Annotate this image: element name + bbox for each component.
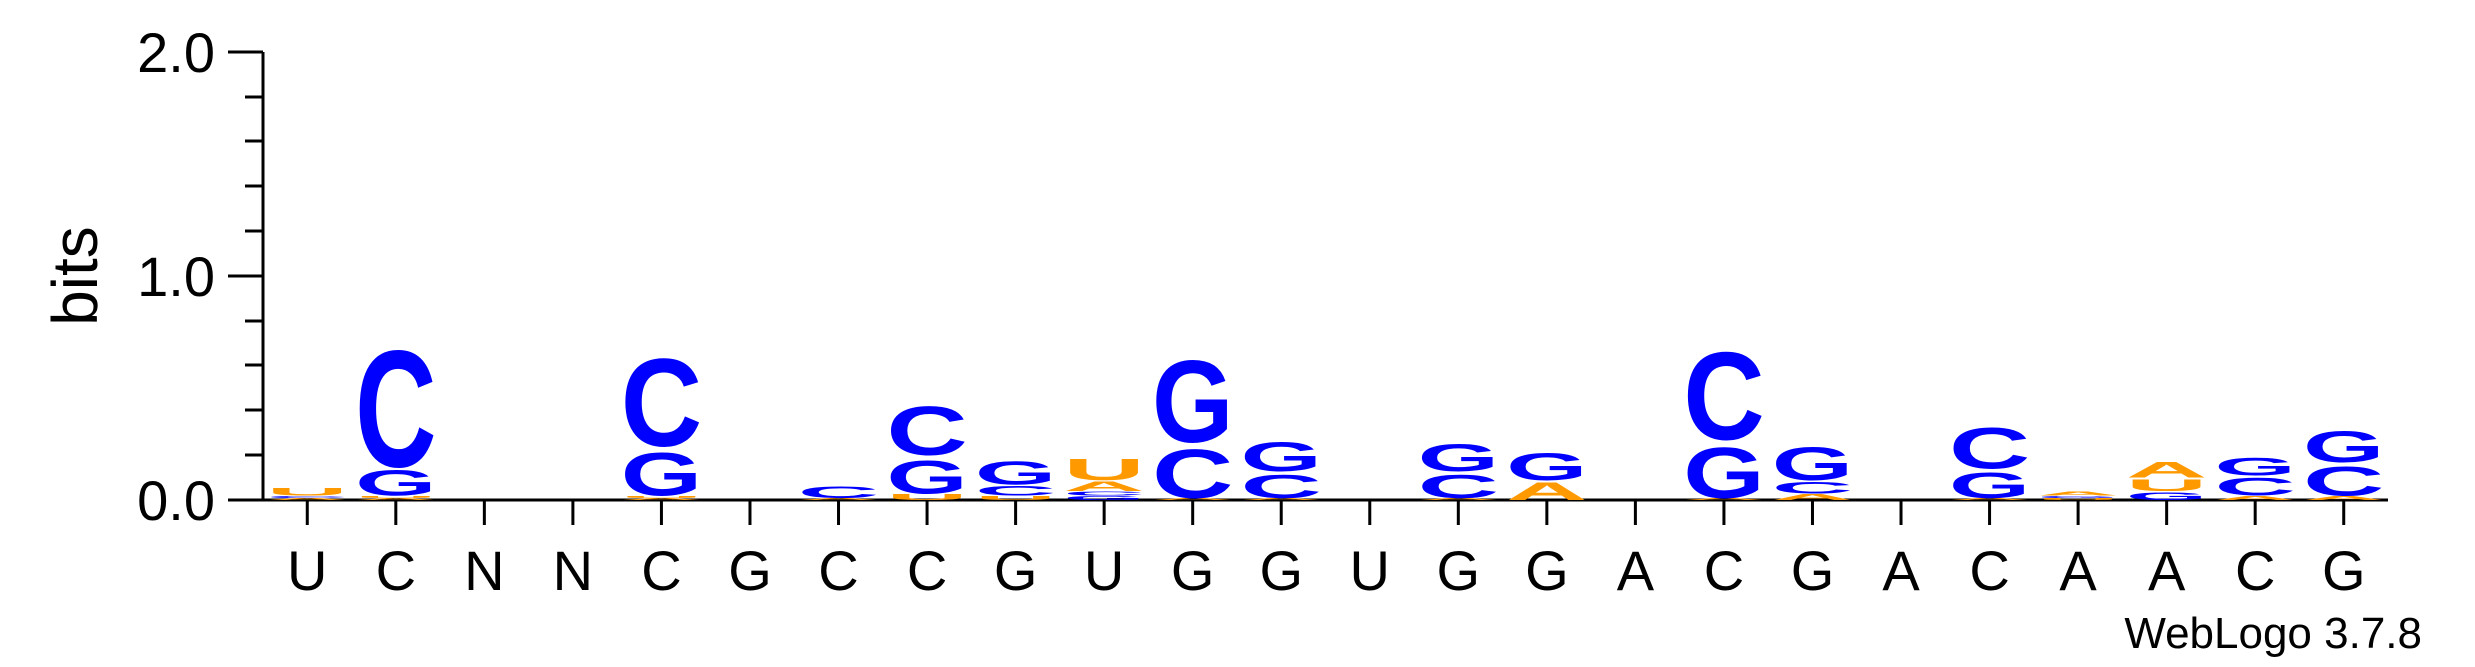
logo-letter-c: C xyxy=(2303,458,2384,505)
logo-letter-g: G xyxy=(1506,445,1587,488)
logo-letter-g: G xyxy=(2303,422,2384,472)
logo-letter-u: U xyxy=(975,495,1056,501)
x-tick-label: N xyxy=(553,539,593,602)
x-tick-label: C xyxy=(1704,539,1744,602)
logo-letter-g: G xyxy=(1418,436,1499,479)
logo-letter-a: A xyxy=(1506,478,1587,506)
logo-letter-g: G xyxy=(1063,495,1144,501)
x-tick-label: C xyxy=(1969,539,2009,602)
x-tick-label: G xyxy=(994,539,1038,602)
y-tick-label: 0.0 xyxy=(137,469,215,532)
x-tick-label: A xyxy=(1882,539,1920,602)
y-tick-label: 1.0 xyxy=(137,245,215,308)
logo-letter-c: C xyxy=(1418,468,1499,505)
logo-letter-a: A xyxy=(355,497,436,500)
x-tick-label: U xyxy=(287,539,327,602)
logo-letter-g: G xyxy=(1683,434,1764,514)
logo-letter-c: C xyxy=(1949,417,2030,482)
logo-letter-a: A xyxy=(2126,458,2207,483)
logo-letter-a: A xyxy=(621,497,702,500)
logo-letter-g: G xyxy=(2037,495,2118,498)
weblogo-version-label: WebLogo 3.7.8 xyxy=(2124,609,2422,658)
logo-letter-a: A xyxy=(2303,495,2384,501)
logo-letter-u: U xyxy=(355,495,436,498)
x-tick-label: G xyxy=(728,539,772,602)
logo-letter-c: C xyxy=(886,392,967,470)
logo-letter-c: C xyxy=(2214,473,2295,501)
x-tick-label: N xyxy=(464,539,504,602)
logo-letter-u: U xyxy=(1063,452,1144,486)
x-tick-label: A xyxy=(2059,539,2097,602)
x-tick-label: C xyxy=(2235,539,2275,602)
logo-letter-u: U xyxy=(267,485,348,497)
logo-letter-c: C xyxy=(355,316,436,502)
x-tick-label: G xyxy=(1437,539,1481,602)
logo-letter-a: A xyxy=(1949,497,2030,500)
x-tick-label: C xyxy=(376,539,416,602)
y-axis-label: bits xyxy=(39,226,111,326)
x-tick-label: U xyxy=(1350,539,1390,602)
logo-letter-a: A xyxy=(267,497,348,500)
x-tick-label: G xyxy=(1259,539,1303,602)
logo-letter-c: C xyxy=(798,483,879,502)
logo-letter-g: G xyxy=(1949,465,2030,506)
logo-letter-g: G xyxy=(886,451,967,504)
x-tick-label: C xyxy=(641,539,681,602)
x-tick-label: G xyxy=(2322,539,2366,602)
logo-letter-c: C xyxy=(267,495,348,498)
logo-letter-c: C xyxy=(1152,435,1233,513)
logo-letter-c: C xyxy=(1683,327,1764,467)
x-ticks xyxy=(305,500,2346,525)
logo-letter-g: G xyxy=(1152,338,1233,467)
logo-letter-g: G xyxy=(2214,453,2295,481)
y-tick-label: 2.0 xyxy=(137,21,215,84)
logo-letter-c: C xyxy=(1240,468,1321,505)
logo-letter-g: G xyxy=(355,463,436,504)
logo-letter-g: G xyxy=(975,455,1056,492)
logo-letter-u: U xyxy=(2037,497,2118,500)
logo-letter-g: G xyxy=(621,441,702,509)
logo-letter-a: A xyxy=(2214,495,2295,501)
logo-letter-a: A xyxy=(1152,497,1233,500)
x-tick-label: A xyxy=(1617,539,1655,602)
x-tick-label: G xyxy=(1525,539,1569,602)
logo-letter-a: A xyxy=(1063,479,1144,495)
y-axis: 2.0 1.0 0.0 bits xyxy=(39,21,265,532)
logo-letter-a: A xyxy=(798,497,879,500)
logo-letter-a: A xyxy=(2037,491,2118,497)
x-tick-label: C xyxy=(818,539,858,602)
logo-letter-a: A xyxy=(1418,497,1499,500)
x-tick-label: C xyxy=(907,539,947,602)
logo-letter-c: C xyxy=(621,334,702,474)
logo-letter-g: G xyxy=(1241,433,1322,480)
x-tick-label: G xyxy=(1171,539,1215,602)
logo-letter-g: G xyxy=(2126,490,2207,502)
logo-letter-u: U xyxy=(621,495,702,498)
logo-letter-u: U xyxy=(2126,476,2207,495)
logo-letter-a: A xyxy=(1683,497,1764,500)
logo-letter-c: C xyxy=(1772,478,1853,497)
logo-letter-a: A xyxy=(1241,497,1322,500)
logo-letter-u: U xyxy=(886,492,967,501)
x-tick-label: G xyxy=(1791,539,1835,602)
logo-letter-c: C xyxy=(1063,491,1144,497)
logo-letter-a: A xyxy=(1772,492,1853,501)
logo-letter-g: G xyxy=(1772,437,1853,490)
logo-letter-c: C xyxy=(975,483,1056,499)
x-tick-label: U xyxy=(1084,539,1124,602)
x-tick-label: A xyxy=(2148,539,2186,602)
